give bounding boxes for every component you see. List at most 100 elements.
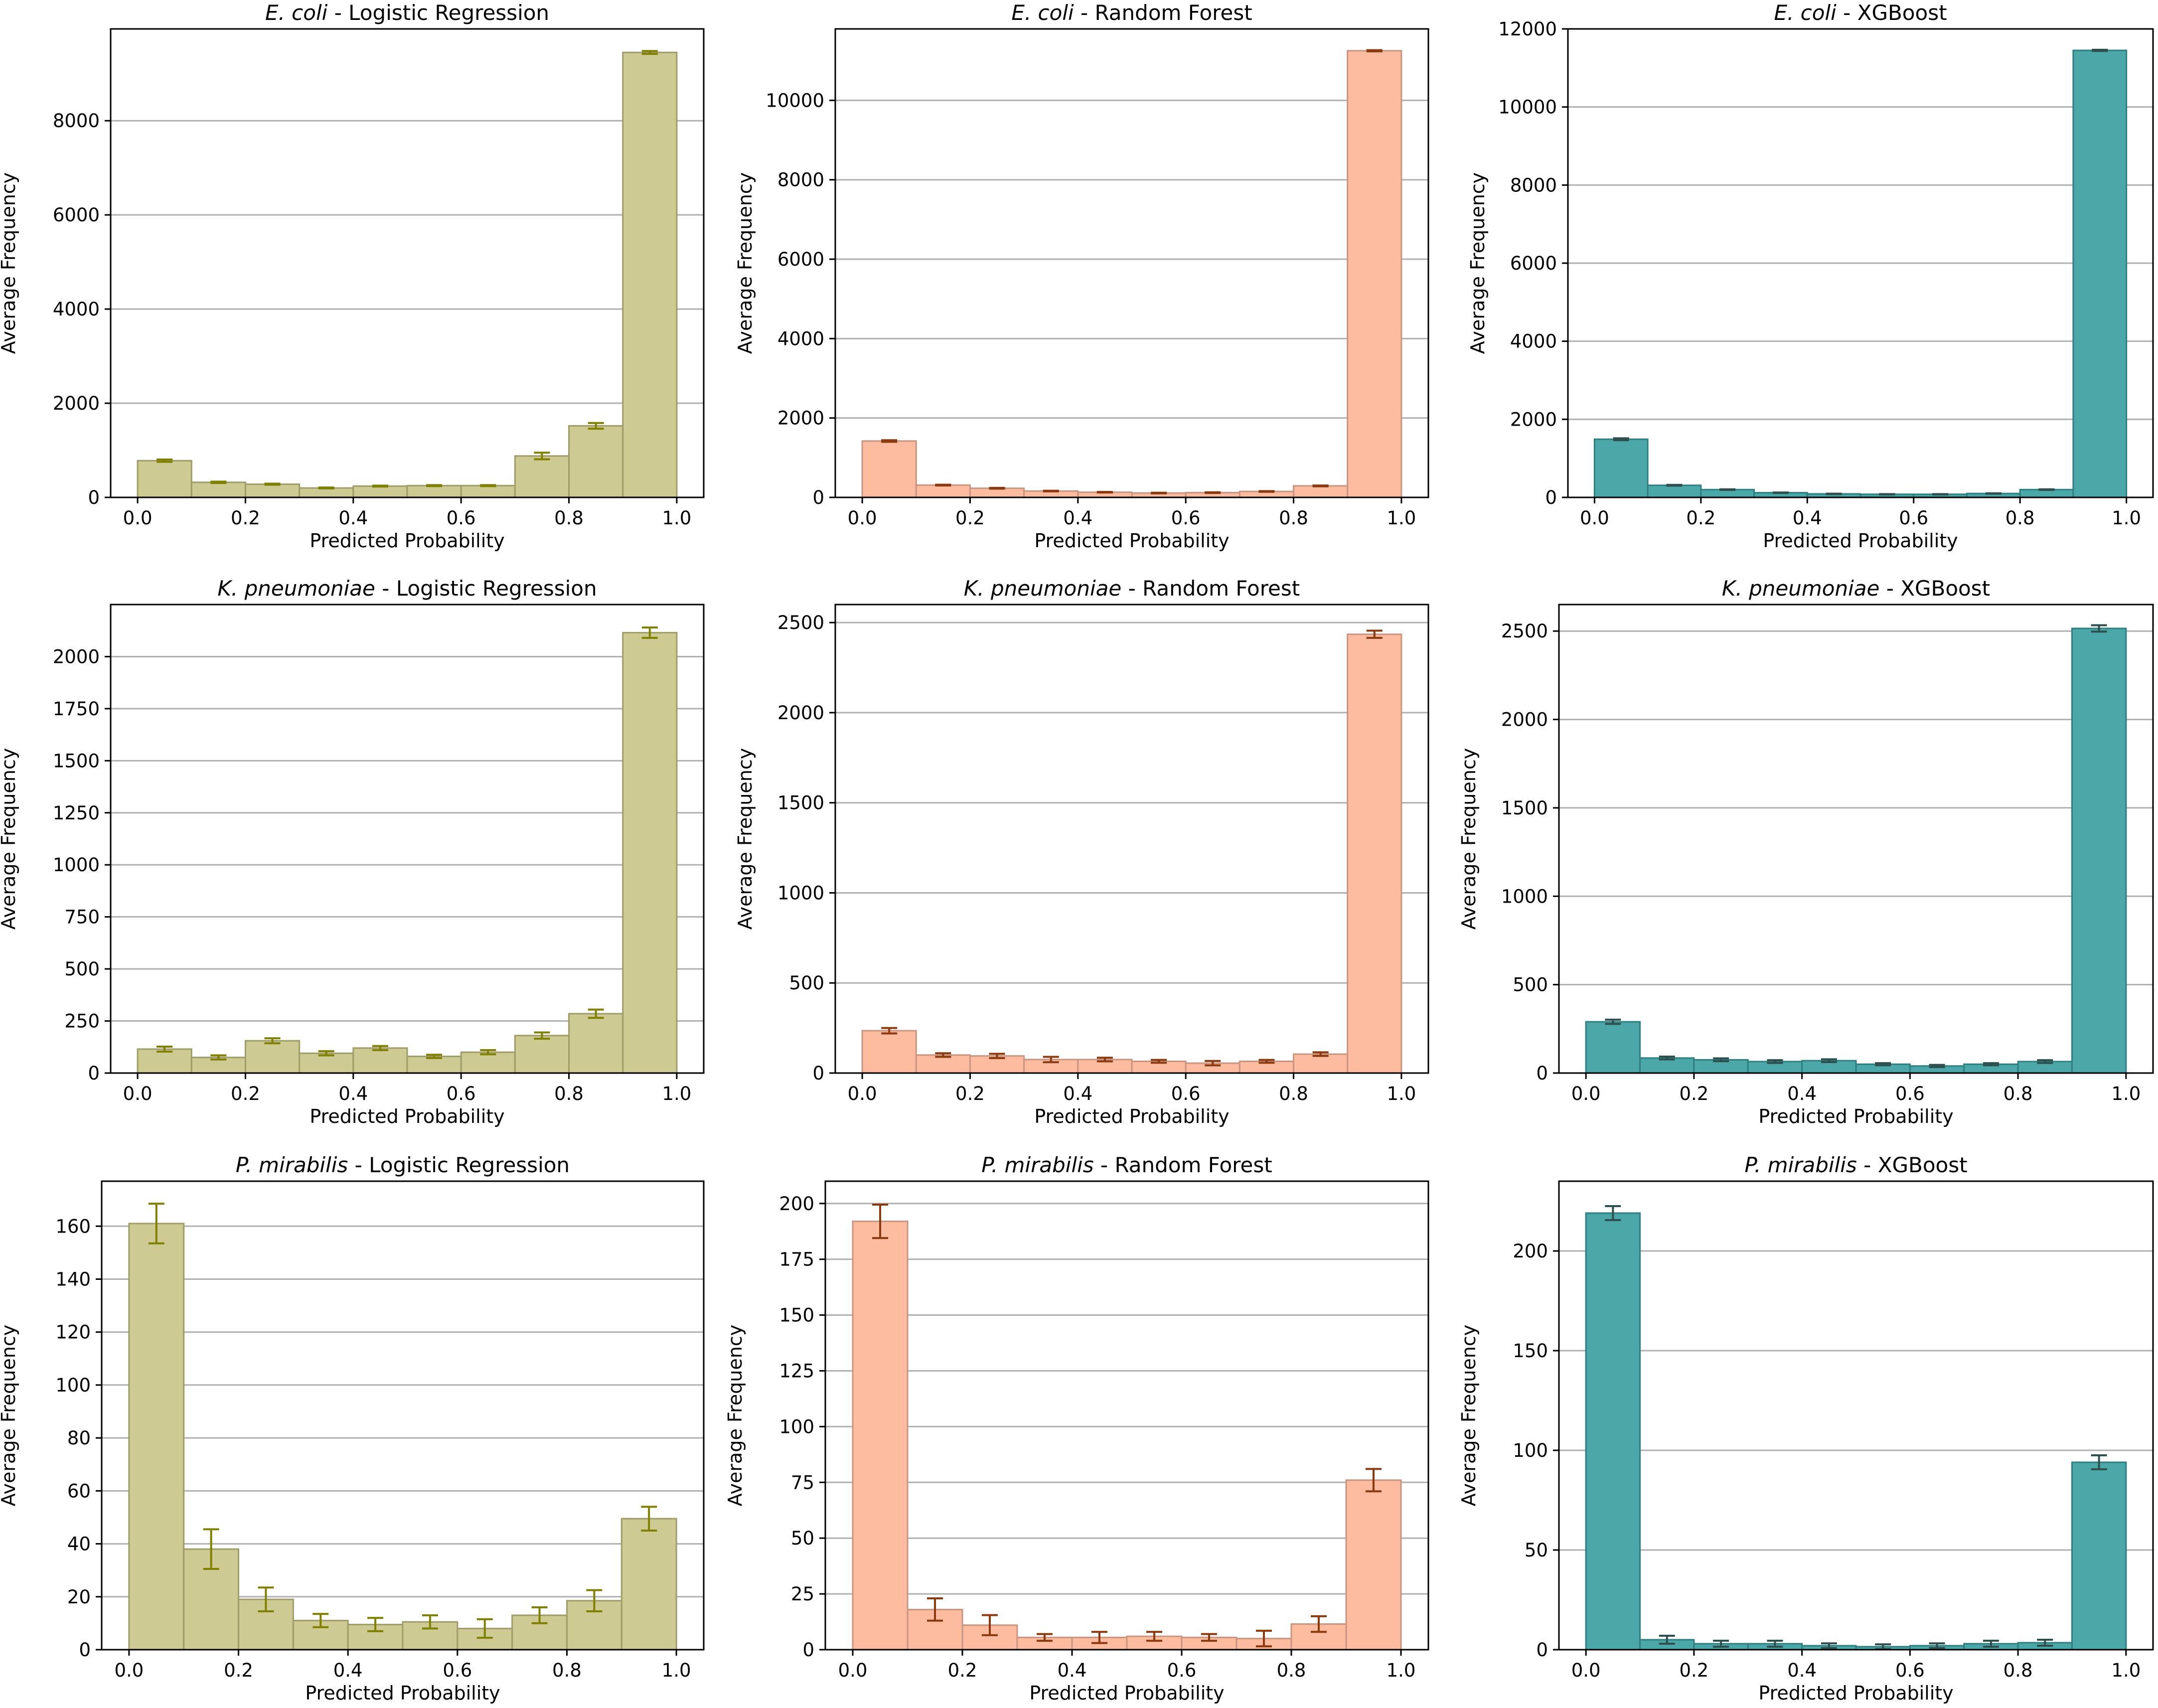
y-tick-label: 8000 (53, 110, 100, 132)
y-tick-label: 60 (67, 1480, 91, 1502)
error-bar (531, 1606, 548, 1624)
error-bar (881, 439, 898, 443)
error-bar (264, 482, 281, 486)
chart-title-model: Logistic Regression (396, 576, 597, 601)
chart-title-model: XGBoost (1878, 1153, 1968, 1177)
y-axis-label: Average Frequency (1467, 172, 1489, 354)
bar (620, 1518, 677, 1651)
chart-title-organism: P. mirabilis (236, 1153, 348, 1177)
x-axis-label: Predicted Probability (1029, 1682, 1224, 1704)
chart-title-separator: - (1837, 0, 1857, 25)
error-bar (1929, 1064, 1945, 1068)
error-bar (372, 1045, 388, 1052)
y-tick-label: 1000 (53, 854, 100, 876)
x-tick-label: 0.4 (333, 1660, 363, 1681)
x-tick-label: 0.6 (447, 507, 476, 529)
error-bar (318, 1050, 334, 1057)
x-axis-label: Predicted Probability (1034, 1105, 1229, 1127)
error-bar (2038, 488, 2055, 491)
error-bar (476, 1618, 493, 1639)
chart-title: P. mirabilis - Random Forest (981, 1153, 1272, 1177)
x-axis-label: Predicted Probability (309, 530, 504, 552)
chart-title: P. mirabilis - Logistic Regression (236, 1153, 570, 1177)
chart-panel: 0 50 100 150 200 0.0 0.2 0.4 0.6 0.8 1.0 Predicted … (1458, 1153, 2154, 1704)
y-tick-label: 200 (1513, 1241, 1548, 1262)
error-bar (156, 458, 173, 463)
axes-frame (1558, 1180, 2154, 1651)
error-bar (1366, 1468, 1382, 1493)
bar (915, 484, 971, 498)
x-tick-label: 0.2 (231, 1083, 260, 1104)
error-bar (2037, 1059, 2053, 1064)
bar (514, 1035, 570, 1074)
y-tick-label: 0 (1536, 1639, 1548, 1661)
x-tick-label: 0.6 (1171, 1083, 1201, 1104)
y-tick-label: 0 (79, 1639, 91, 1661)
x-tick-label: 0.8 (554, 507, 584, 529)
x-tick-label: 0.8 (1277, 1660, 1306, 1681)
y-axis-label: Average Frequency (0, 172, 19, 354)
x-tick-label: 0.0 (114, 1660, 144, 1681)
x-tick-label: 1.0 (2111, 1083, 2141, 1104)
chart-panel: 0 20 40 60 80 100 120 140 160 0.0 0.2 0.4 0.6 0.8 1.0 P… (0, 1153, 705, 1704)
error-bar (367, 1617, 384, 1632)
y-tick-label: 200 (779, 1193, 814, 1215)
chart-title-model: Logistic Regression (369, 1153, 570, 1177)
bar (244, 483, 301, 498)
y-tick-label: 8000 (1510, 174, 1557, 196)
y-tick-label: 1500 (1501, 797, 1548, 819)
y-tick-label: 10000 (1498, 97, 1557, 118)
x-tick-label: 0.6 (1899, 507, 1928, 529)
error-bar (1821, 1642, 1837, 1649)
chart-title-organism: K. pneumoniae (217, 576, 375, 601)
chart-title-separator: - (348, 1153, 369, 1177)
x-tick-label: 0.6 (1167, 1660, 1197, 1681)
error-bar (1146, 1631, 1162, 1642)
y-tick-label: 150 (779, 1305, 814, 1326)
bar (1647, 484, 1702, 498)
chart-title-separator: - (1121, 576, 1142, 601)
chart-title-separator: - (375, 576, 396, 601)
y-tick-label: 12000 (1498, 18, 1557, 40)
y-tick-label: 1500 (777, 792, 824, 814)
y-axis-label: Average Frequency (1458, 748, 1480, 930)
y-tick-label: 6000 (777, 249, 824, 270)
chart-title-model: XGBoost (1900, 576, 1990, 601)
x-tick-label: 1.0 (2112, 507, 2141, 529)
y-tick-label: 175 (779, 1249, 814, 1270)
y-axis-label: Average Frequency (734, 172, 756, 354)
bar (1347, 50, 1402, 498)
x-tick-label: 0.6 (1171, 507, 1201, 529)
y-tick-label: 500 (64, 958, 100, 980)
y-axis-label: Average Frequency (0, 1325, 19, 1506)
error-bar (1719, 488, 1736, 491)
error-bar (1201, 1633, 1217, 1642)
chart-panel: 0 500 1000 1500 2000 2500 0.0 0.2 0.4 0.6 0.8 1.0 Pr… (1458, 576, 2154, 1127)
y-tick-label: 25 (791, 1583, 814, 1605)
x-axis-label: Predicted Probability (305, 1682, 500, 1704)
error-bar (935, 1052, 951, 1058)
bar (915, 1054, 971, 1074)
error-bar (982, 1614, 998, 1636)
y-tick-label: 2500 (777, 612, 824, 633)
error-bar (210, 1054, 227, 1061)
error-bar (1096, 1057, 1113, 1063)
bar (137, 1048, 192, 1074)
bar (128, 1223, 185, 1651)
x-tick-label: 1.0 (662, 1083, 691, 1104)
chart-panel: 0 2000 4000 6000 8000 10000 12000 0.0 0.2 0.4 0.6 0… (1467, 0, 2154, 552)
bar (352, 485, 408, 498)
error-bar (534, 452, 550, 461)
error-bar (1205, 1060, 1221, 1067)
error-bar (1983, 1640, 1999, 1648)
y-tick-label: 4000 (1510, 331, 1557, 352)
y-tick-label: 750 (64, 907, 100, 928)
axes-frame (824, 1180, 1429, 1651)
bar (1345, 1479, 1402, 1651)
error-bar (480, 484, 496, 487)
axes-frame (110, 28, 705, 498)
chart-panel: 0 2000 4000 6000 8000 10000 0.0 0.2 0.4 0.6 0.8 1.0… (734, 0, 1429, 552)
x-tick-label: 0.4 (338, 1083, 368, 1104)
chart-title-model: XGBoost (1857, 0, 1947, 25)
error-bar (1605, 1018, 1621, 1025)
